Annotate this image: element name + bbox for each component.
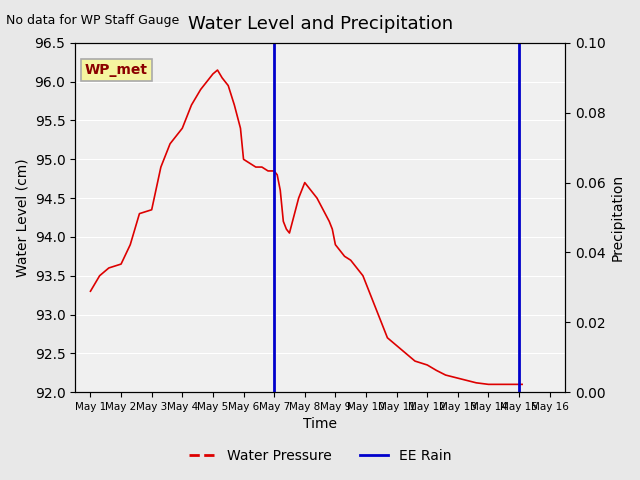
Y-axis label: Water Level (cm): Water Level (cm) xyxy=(15,158,29,277)
Text: WP_met: WP_met xyxy=(85,63,148,77)
X-axis label: Time: Time xyxy=(303,418,337,432)
Title: Water Level and Precipitation: Water Level and Precipitation xyxy=(188,15,452,33)
Legend: Water Pressure, EE Rain: Water Pressure, EE Rain xyxy=(183,443,457,468)
Y-axis label: Precipitation: Precipitation xyxy=(611,174,625,261)
Text: No data for WP Staff Gauge: No data for WP Staff Gauge xyxy=(6,14,180,27)
